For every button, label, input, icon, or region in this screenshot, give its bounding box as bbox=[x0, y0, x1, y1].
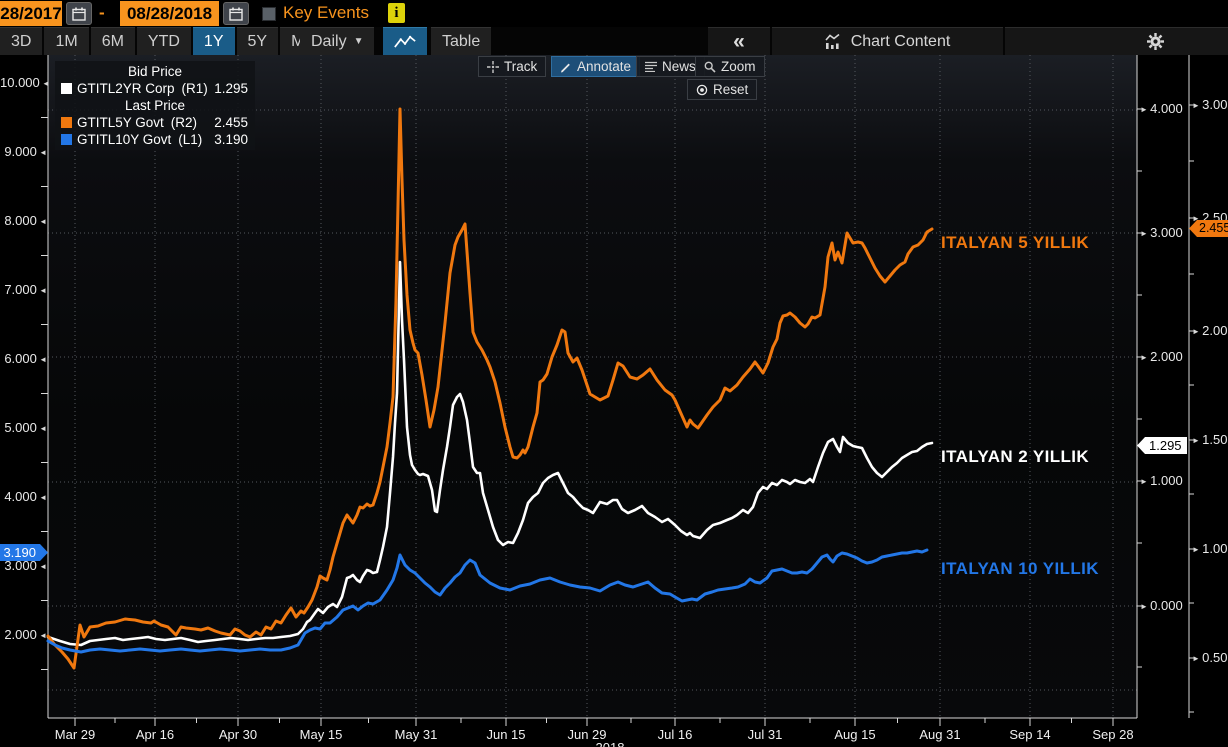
tab-period-3d[interactable]: 3D bbox=[0, 27, 43, 55]
reset-label: Reset bbox=[713, 82, 749, 97]
legend-value: 2.455 bbox=[214, 115, 248, 130]
legend-row-gtitl2yr[interactable]: GTITL2YR Corp (R1) 1.295 bbox=[55, 80, 255, 97]
chart-legend: Bid Price GTITL2YR Corp (R1) 1.295 Last … bbox=[55, 61, 255, 150]
reset-target-icon bbox=[696, 84, 708, 95]
series-line-gtitl10y-govt bbox=[46, 548, 929, 654]
zoom-label: Zoom bbox=[721, 59, 756, 74]
period-tabs: 3D1M6MYTD1Y5YMax bbox=[0, 27, 333, 55]
legend-swatch-white bbox=[61, 83, 72, 94]
series-line-gtitl5y-govt bbox=[46, 107, 934, 670]
legend-security-name: GTITL10Y Govt bbox=[77, 132, 172, 147]
last-price-badge-5y: 2.455 bbox=[1189, 220, 1228, 237]
double-chevron-left-icon: « bbox=[733, 29, 745, 53]
tab-period-6m[interactable]: 6M bbox=[90, 27, 135, 55]
chart-content-icon bbox=[825, 34, 840, 49]
legend-axis-tag: (L1) bbox=[178, 132, 203, 147]
track-button[interactable]: Track bbox=[478, 56, 547, 77]
tab-period-5y[interactable]: 5Y bbox=[236, 27, 279, 55]
news-button[interactable]: News bbox=[636, 56, 705, 77]
legend-security-name: GTITL2YR Corp bbox=[77, 81, 175, 96]
tab-period-ytd[interactable]: YTD bbox=[136, 27, 191, 55]
legend-group-title: Last Price bbox=[124, 98, 186, 113]
line-chart-view-button[interactable] bbox=[383, 27, 427, 55]
series-annotation-5y[interactable]: ITALYAN 5 YILLIK bbox=[941, 233, 1090, 252]
calendar-to-button[interactable] bbox=[223, 2, 249, 25]
magnifier-icon bbox=[704, 61, 716, 73]
annotate-button[interactable]: Annotate bbox=[551, 56, 641, 77]
news-label: News bbox=[662, 59, 696, 74]
key-events-label: Key Events bbox=[283, 3, 369, 22]
tab-period-1y[interactable]: 1Y bbox=[192, 27, 235, 55]
table-view-button[interactable]: Table bbox=[431, 27, 492, 55]
settings-button[interactable] bbox=[1005, 27, 1228, 55]
legend-group-title: Bid Price bbox=[127, 64, 183, 79]
last-price-badge-10y: 3.190 bbox=[0, 544, 48, 561]
legend-swatch-blue bbox=[61, 134, 72, 145]
series-annotation-10y[interactable]: ITALYAN 10 YILLIK bbox=[941, 559, 1099, 578]
date-from-field[interactable]: 28/2017 bbox=[0, 1, 62, 26]
calendar-icon bbox=[229, 7, 243, 21]
calendar-icon bbox=[72, 7, 86, 21]
series-annotation-2y[interactable]: ITALYAN 2 YILLIK bbox=[941, 447, 1090, 466]
reset-button[interactable]: Reset bbox=[687, 79, 758, 100]
table-label: Table bbox=[442, 32, 481, 50]
track-label: Track bbox=[504, 59, 538, 74]
legend-axis-tag: (R2) bbox=[170, 115, 198, 130]
pencil-icon bbox=[561, 63, 570, 72]
header-bar: 28/2017 - 08/28/2018 Key Events i bbox=[0, 0, 1228, 27]
gear-icon bbox=[1147, 33, 1164, 50]
key-events-checkbox[interactable] bbox=[262, 7, 276, 21]
news-lines-icon bbox=[645, 61, 657, 72]
legend-security-name: GTITL5Y Govt bbox=[77, 115, 164, 130]
annotate-label: Annotate bbox=[577, 59, 632, 74]
plot-background bbox=[48, 55, 1137, 718]
line-chart-icon bbox=[394, 35, 416, 48]
collapse-panel-button[interactable]: « bbox=[708, 27, 770, 55]
frequency-label: Daily bbox=[311, 32, 347, 50]
crosshair-icon bbox=[487, 60, 499, 73]
chevron-down-icon: ▼ bbox=[353, 36, 364, 47]
calendar-from-button[interactable] bbox=[66, 2, 92, 25]
legend-value: 3.190 bbox=[214, 132, 248, 147]
last-price-badge-2y: 1.295 bbox=[1137, 437, 1187, 454]
frequency-dropdown[interactable]: Daily ▼ bbox=[300, 27, 375, 55]
chart-toolbar-row: 3D1M6MYTD1Y5YMax Daily ▼ Table « C bbox=[0, 27, 1228, 55]
legend-axis-tag: (R1) bbox=[181, 81, 208, 96]
date-range-separator: - bbox=[99, 3, 105, 22]
series-line-gtitl2yr-corp bbox=[46, 260, 934, 647]
legend-row-gtitl10y[interactable]: GTITL10Y Govt (L1) 3.190 bbox=[55, 131, 255, 148]
x-axis-year-label: 2018 bbox=[580, 740, 640, 747]
chart-content-button[interactable]: Chart Content bbox=[772, 27, 1003, 55]
zoom-button[interactable]: Zoom bbox=[695, 56, 765, 77]
info-icon[interactable]: i bbox=[388, 3, 405, 23]
legend-row-gtitl5y[interactable]: GTITL5Y Govt (R2) 2.455 bbox=[55, 114, 255, 131]
chart-content-label: Chart Content bbox=[850, 32, 951, 50]
legend-value: 1.295 bbox=[214, 81, 248, 96]
legend-swatch-orange bbox=[61, 117, 72, 128]
tab-period-1m[interactable]: 1M bbox=[44, 27, 89, 55]
date-to-field[interactable]: 08/28/2018 bbox=[120, 1, 219, 26]
